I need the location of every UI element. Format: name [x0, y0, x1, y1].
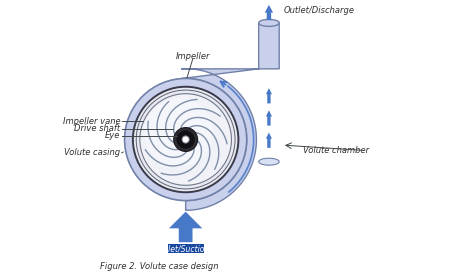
Circle shape [182, 136, 189, 143]
Text: Outlet/Discharge: Outlet/Discharge [283, 6, 355, 15]
Bar [168, 244, 204, 253]
Text: Drive shaft: Drive shaft [74, 124, 120, 133]
Circle shape [173, 128, 198, 151]
FancyArrow shape [169, 212, 202, 242]
Text: Volute casing: Volute casing [64, 148, 120, 157]
Text: Figure 2. Volute case design: Figure 2. Volute case design [100, 262, 218, 271]
FancyArrow shape [265, 5, 273, 20]
Text: Volute chamber: Volute chamber [303, 146, 369, 155]
Circle shape [145, 98, 213, 167]
FancyArrow shape [266, 88, 272, 104]
FancyArrow shape [266, 133, 272, 148]
Circle shape [125, 78, 246, 201]
Text: Inlet/Suction: Inlet/Suction [162, 244, 210, 253]
Polygon shape [181, 23, 279, 210]
Text: Eye: Eye [105, 131, 120, 140]
Circle shape [136, 90, 235, 189]
Ellipse shape [259, 158, 279, 165]
Text: Impeller vane: Impeller vane [63, 117, 120, 126]
Circle shape [140, 94, 231, 185]
Ellipse shape [259, 20, 279, 27]
Text: Impeller: Impeller [175, 52, 210, 61]
FancyArrow shape [266, 110, 272, 126]
Circle shape [133, 87, 238, 192]
Circle shape [176, 130, 195, 149]
